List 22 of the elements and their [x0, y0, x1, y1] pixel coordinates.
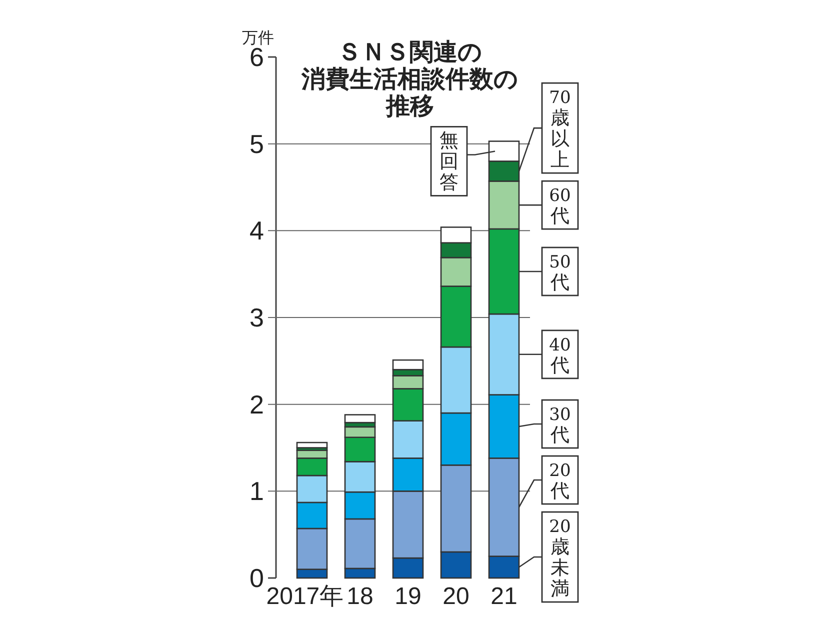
y-tick-label: 0	[250, 563, 264, 593]
x-tick-label: 19	[394, 583, 422, 610]
legend-label: 60代	[549, 186, 571, 228]
bar	[344, 414, 376, 424]
y-tick-label: 5	[250, 128, 264, 159]
y-tick-label: 2	[250, 389, 264, 420]
y-tick-label: 3	[250, 302, 264, 332]
title: ＳＮＳ関連の消費生活相談件数の推移	[302, 39, 518, 120]
series-label: 70歳以上	[549, 88, 571, 172]
legend-label: 40代	[549, 335, 571, 376]
y-tick-label: 4	[250, 216, 264, 246]
legend-label: 30代	[549, 405, 571, 446]
legend-label: 50代	[549, 252, 571, 294]
legend-label: 20代	[549, 461, 571, 502]
x-tick-label: 20	[442, 583, 470, 610]
bar	[296, 442, 328, 448]
x-tick-label: 2017年	[266, 583, 344, 610]
x-tick-label: 21	[490, 583, 518, 610]
legend-label: 20歳未満	[549, 517, 571, 600]
x-tick-label: 18	[346, 583, 374, 610]
series-label: 無回答	[440, 130, 458, 194]
y-tick-label: 1	[250, 476, 264, 506]
